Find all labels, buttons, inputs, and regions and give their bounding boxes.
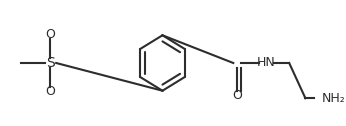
Text: O: O — [45, 27, 55, 41]
Text: HN: HN — [257, 56, 276, 70]
Text: O: O — [45, 85, 55, 99]
Text: O: O — [232, 89, 242, 102]
Text: NH₂: NH₂ — [322, 92, 345, 105]
Text: S: S — [46, 56, 55, 70]
